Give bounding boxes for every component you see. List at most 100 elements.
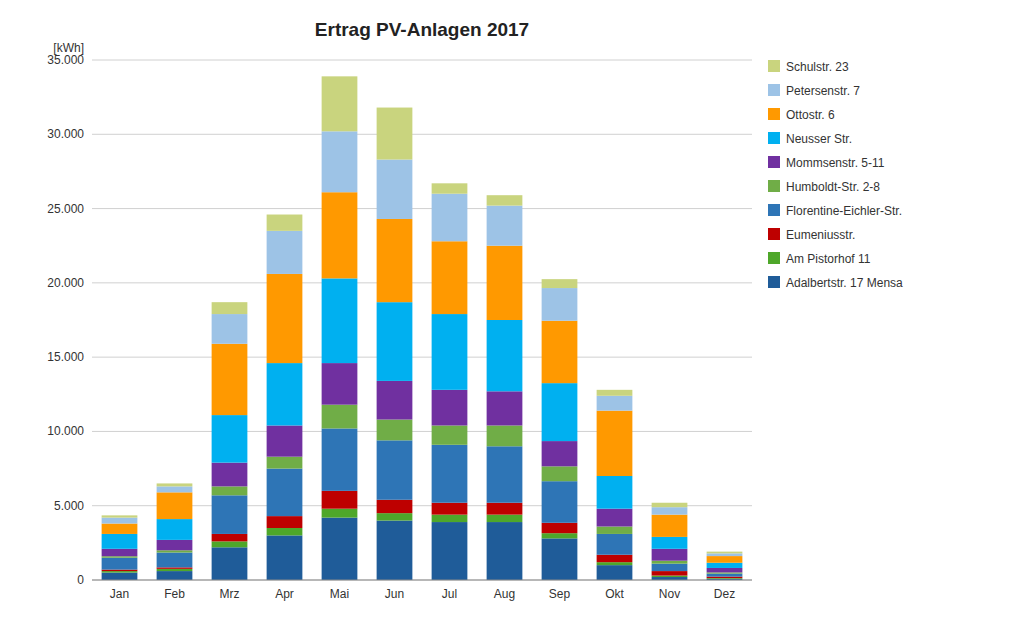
x-tick-labels: JanFebMrzAprMaiJunJulAugSepOktNovDez bbox=[110, 587, 735, 601]
bar-segment bbox=[432, 183, 468, 193]
legend-label: Florentine-Eichler-Str. bbox=[786, 204, 902, 218]
bar-segment bbox=[322, 405, 358, 429]
legend-swatch bbox=[768, 276, 780, 288]
bar-segment bbox=[102, 515, 138, 517]
bar-segment bbox=[267, 231, 303, 274]
bar-segment bbox=[597, 555, 633, 562]
bar-segment bbox=[267, 215, 303, 231]
bar-segment bbox=[432, 522, 468, 580]
y-axis-label: [kWh] bbox=[53, 41, 84, 55]
bar-segment bbox=[377, 420, 413, 441]
y-tick-labels: 05.00010.00015.00020.00025.00030.00035.0… bbox=[47, 53, 84, 587]
x-tick-label: Jun bbox=[385, 587, 404, 601]
bar-segment bbox=[322, 491, 358, 509]
bar-segment bbox=[542, 441, 578, 466]
bar-segment bbox=[707, 563, 743, 568]
bar-segment bbox=[377, 302, 413, 381]
bar-segment bbox=[322, 363, 358, 405]
x-tick-label: Mrz bbox=[220, 587, 240, 601]
bar-segment bbox=[377, 108, 413, 160]
bar-segment bbox=[487, 391, 523, 425]
bar-segment bbox=[377, 381, 413, 420]
grid-line bbox=[92, 60, 752, 61]
bar-segment bbox=[432, 314, 468, 390]
legend-label: Mommsenstr. 5-11 bbox=[786, 156, 885, 170]
series-bars bbox=[102, 192, 743, 563]
series-bars bbox=[102, 76, 743, 553]
y-tick-label: 30.000 bbox=[47, 127, 84, 141]
bar-segment bbox=[542, 481, 578, 523]
bar-segment bbox=[487, 206, 523, 246]
legend-label: Neusser Str. bbox=[786, 132, 852, 146]
bar-segment bbox=[267, 425, 303, 456]
legend-label: Eumeniusstr. bbox=[786, 228, 855, 242]
bar-segment bbox=[157, 571, 193, 580]
bar-segment bbox=[102, 556, 138, 557]
bar-segment bbox=[102, 549, 138, 556]
bar-segment bbox=[212, 495, 248, 534]
bar-segment bbox=[652, 515, 688, 537]
x-tick-label: Feb bbox=[164, 587, 185, 601]
legend-label: Adalbertstr. 17 Mensa bbox=[786, 276, 903, 290]
bar-segment bbox=[597, 476, 633, 509]
bar-segment bbox=[597, 411, 633, 476]
bar-segment bbox=[157, 492, 193, 519]
bar-segment bbox=[652, 571, 688, 575]
series-bars bbox=[102, 518, 743, 580]
bar-segment bbox=[322, 428, 358, 490]
bar-segment bbox=[707, 552, 743, 554]
bar-segment bbox=[707, 568, 743, 572]
bar-segment bbox=[322, 192, 358, 278]
bar-segment bbox=[707, 578, 743, 580]
bar-segment bbox=[377, 521, 413, 580]
series-bars bbox=[102, 363, 743, 572]
x-tick-label: Sep bbox=[549, 587, 571, 601]
x-tick-label: Apr bbox=[275, 587, 294, 601]
bar-segment bbox=[542, 279, 578, 288]
grid-line bbox=[92, 134, 752, 135]
bar-segment bbox=[102, 534, 138, 549]
chart: 05.00010.00015.00020.00025.00030.00035.0… bbox=[0, 0, 1024, 643]
y-tick-label: 20.000 bbox=[47, 276, 84, 290]
legend: Schulstr. 23Petersenstr. 7Ottostr. 6Neus… bbox=[768, 60, 903, 290]
legend-swatch bbox=[768, 252, 780, 264]
bar-segment bbox=[212, 344, 248, 415]
bar-segment bbox=[157, 567, 193, 568]
bar-segment bbox=[157, 486, 193, 492]
bar-segment bbox=[267, 274, 303, 363]
x-tick-label: Mai bbox=[330, 587, 349, 601]
bar-segment bbox=[267, 469, 303, 517]
bar-segment bbox=[487, 515, 523, 522]
bar-segment bbox=[432, 515, 468, 522]
bar-segment bbox=[487, 195, 523, 205]
bar-segment bbox=[377, 160, 413, 219]
bar-segment bbox=[157, 540, 193, 550]
legend-swatch bbox=[768, 156, 780, 168]
bar-segment bbox=[597, 390, 633, 396]
bar-segment bbox=[707, 574, 743, 577]
bar-segment bbox=[212, 463, 248, 487]
y-tick-label: 5.000 bbox=[54, 499, 84, 513]
bar-segment bbox=[652, 537, 688, 549]
bar-segment bbox=[212, 415, 248, 463]
y-tick-label: 10.000 bbox=[47, 424, 84, 438]
bar-segment bbox=[322, 278, 358, 363]
bar-segment bbox=[267, 528, 303, 535]
bar-segment bbox=[432, 194, 468, 242]
bar-segment bbox=[652, 564, 688, 571]
bar-segment bbox=[102, 571, 138, 572]
bar-segment bbox=[267, 363, 303, 425]
series-bars bbox=[102, 491, 743, 578]
bar-segment bbox=[707, 577, 743, 578]
bar-segment bbox=[102, 524, 138, 534]
bar-segment bbox=[432, 241, 468, 314]
legend-swatch bbox=[768, 180, 780, 192]
bar-segment bbox=[157, 569, 193, 571]
series-bars bbox=[102, 405, 743, 574]
grid bbox=[92, 60, 752, 580]
series-bars bbox=[102, 509, 743, 579]
legend-label: Schulstr. 23 bbox=[786, 60, 849, 74]
bar-segment bbox=[652, 507, 688, 514]
legend-label: Am Pistorhof 11 bbox=[786, 252, 871, 266]
bar-segment bbox=[322, 518, 358, 580]
